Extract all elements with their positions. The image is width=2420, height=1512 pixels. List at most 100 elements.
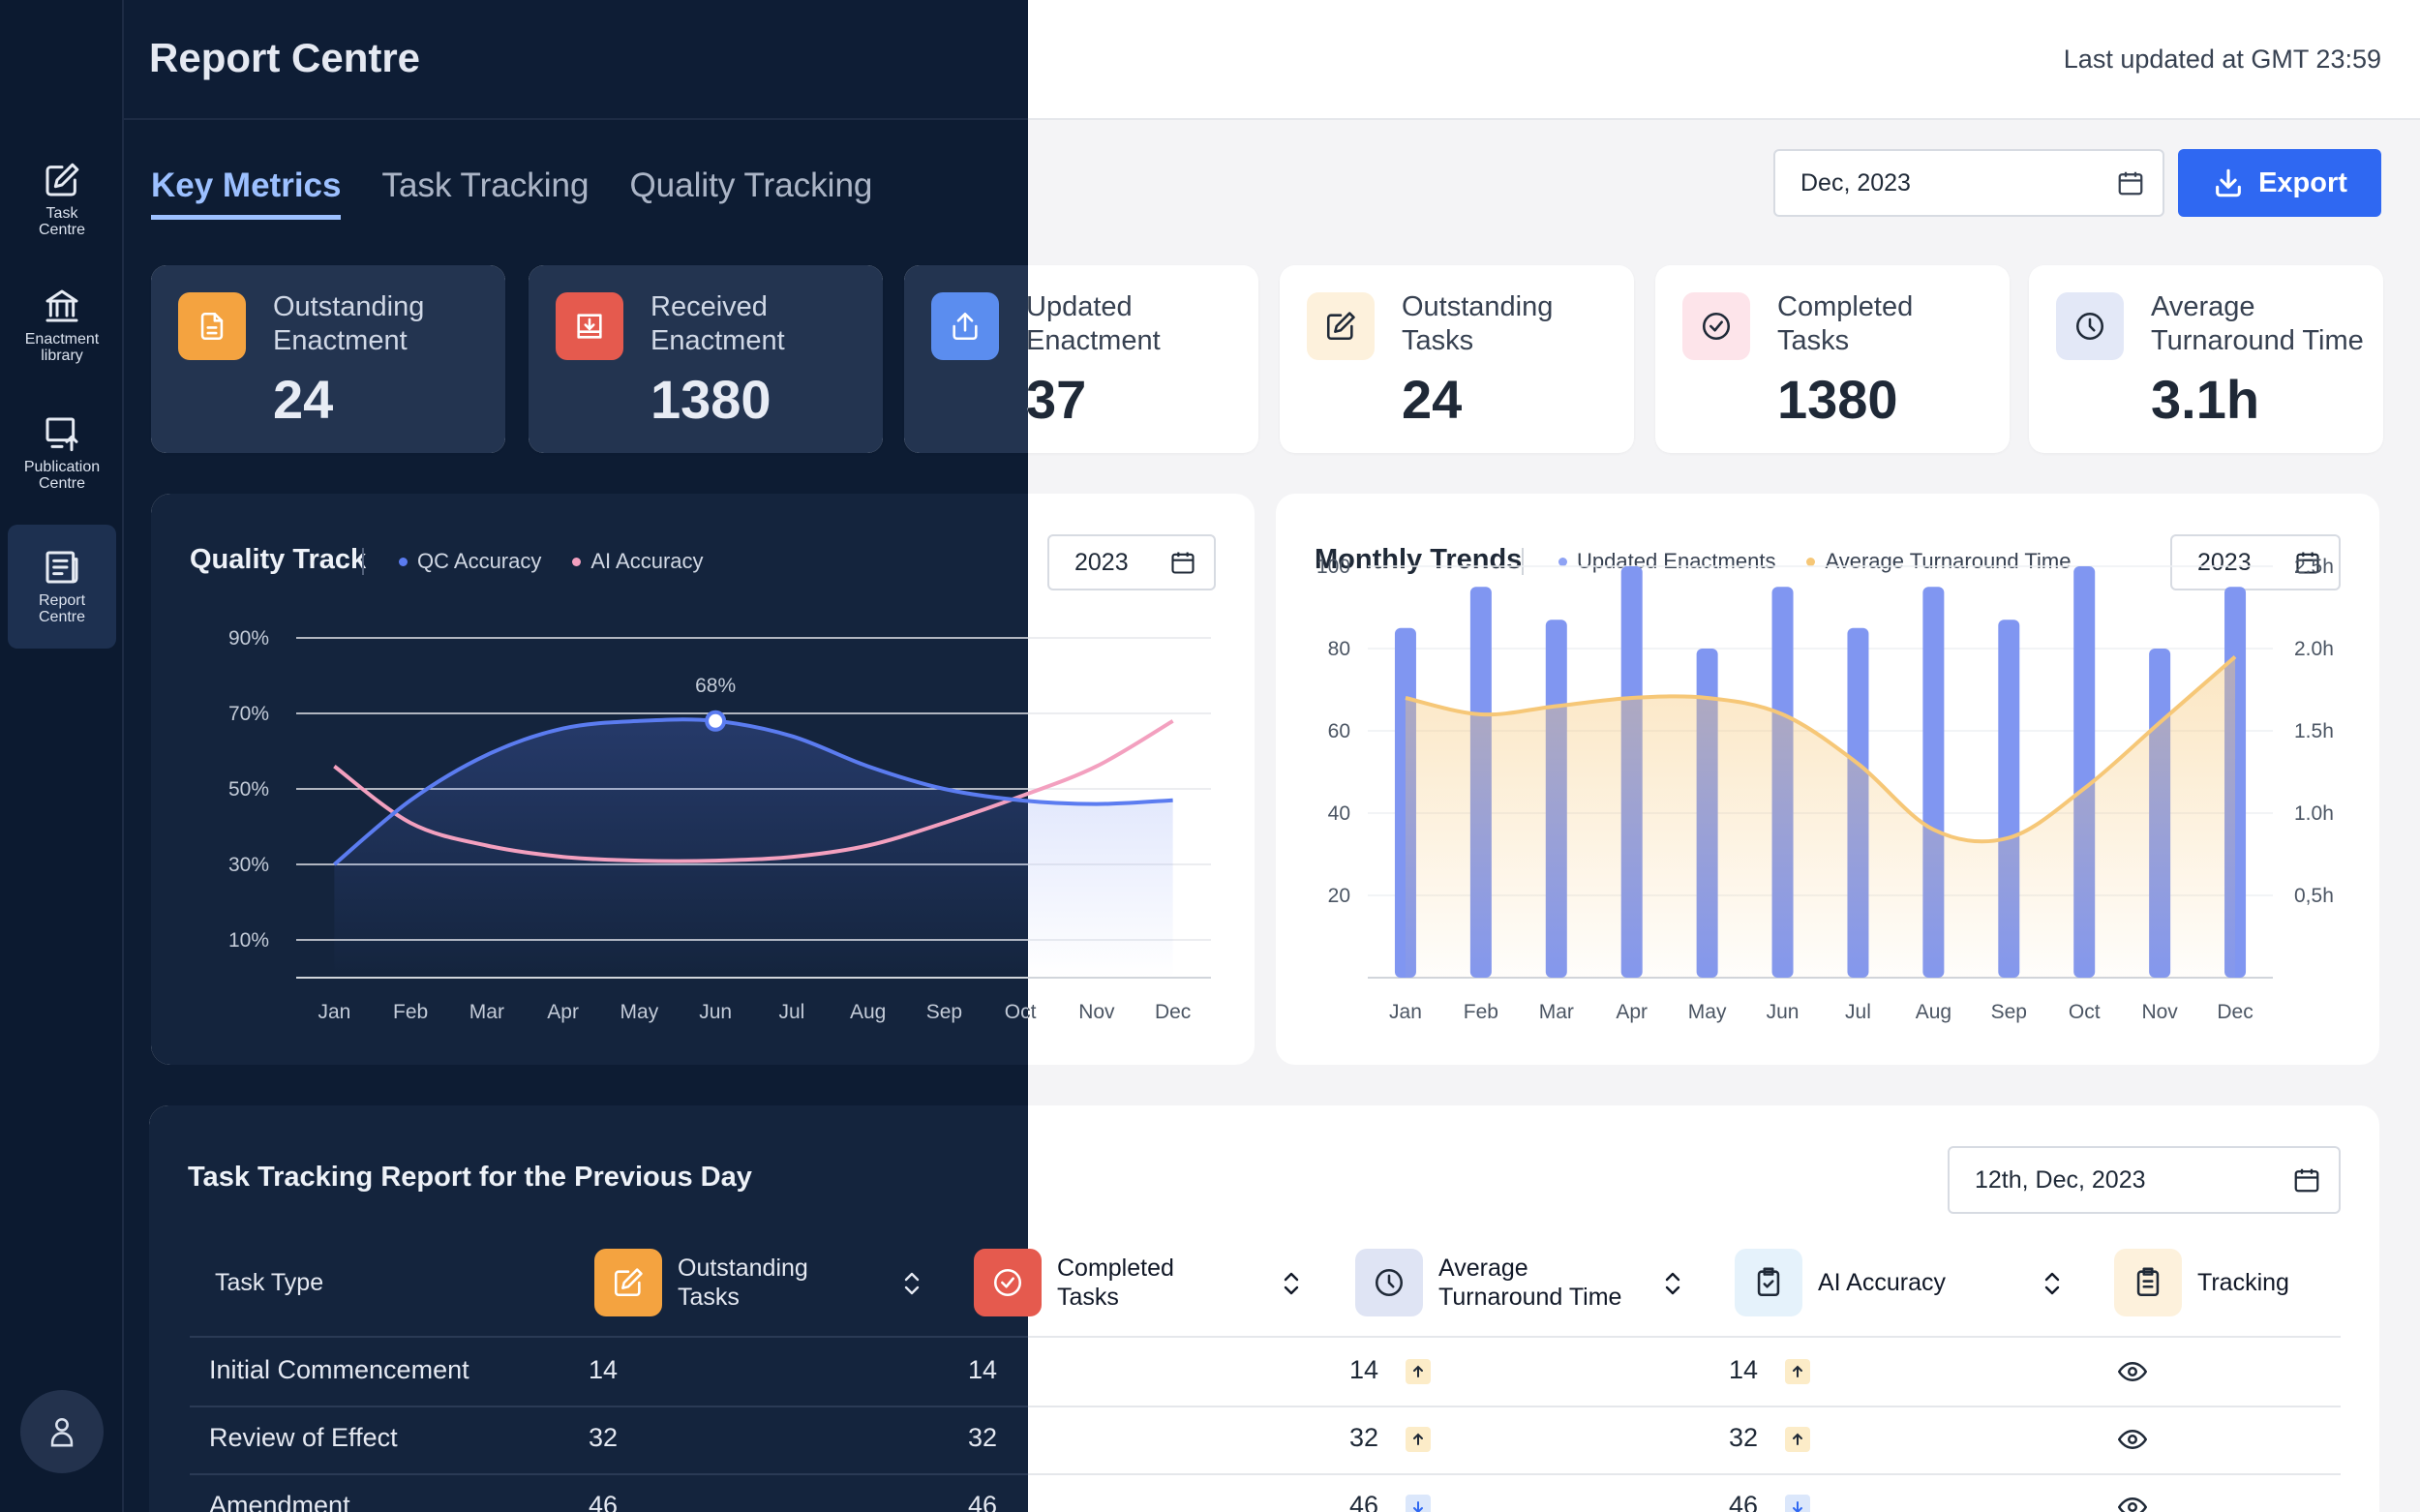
quality-year-picker[interactable]: 2023 [1047,534,1216,590]
column-header[interactable]: Task Type [190,1247,480,1318]
sidebar-item-report-centre[interactable]: Report Centre [8,525,116,649]
metric-icon [1307,292,1375,360]
y-right-tick-label: 2.0h [2294,638,2334,660]
task-report-title: Task Tracking Report for the Previous Da… [188,1162,752,1193]
metric-label: Outstanding Enactment [273,291,425,356]
y-tick-label: 90% [228,627,269,650]
column-header[interactable]: AI Accuracy [1735,1247,2064,1318]
x-tick-label: Oct [2069,1001,2101,1023]
eye-icon[interactable] [2118,1359,2147,1384]
check-circle-icon [993,1268,1022,1297]
metric-card[interactable]: Outstanding Enactment 24 [151,265,505,453]
cell-outstanding: 46 [589,1491,619,1512]
arrow-up-icon [1793,1365,1802,1377]
trends-year-picker[interactable]: 2023 [2170,534,2341,590]
metric-icon [178,292,246,360]
cell-task-type: Review of Effect [209,1423,398,1452]
monthly-trends-chart: 100 80 60 40 20 2.5h 2.0h 1.5h 1.0h 0,5h Jan Feb Mar… [1316,556,2334,1023]
month-picker[interactable]: Dec, 2023 [1773,149,2164,217]
year-value: 2023 [1074,548,1129,576]
metric-icon [931,292,999,360]
sidebar-item-label: Publication Centre [23,459,101,492]
metric-label: Completed Tasks [1777,291,1914,356]
metric-card[interactable]: Received Enactment 1380 [529,265,883,453]
column-label: Average Turnaround Time [1438,1255,1622,1311]
sidebar-item-enactment-library[interactable]: Enactment library [8,287,116,410]
download-icon [2216,168,2241,197]
tab-key-metrics[interactable]: Key Metrics [151,166,342,220]
x-tick-label: Sep [926,1001,962,1023]
column-header[interactable]: Outstanding Tasks [594,1247,923,1318]
row-divider [190,1406,2341,1407]
report-date-picker[interactable]: 12th, Dec, 2023 [1948,1146,2341,1214]
metric-label: Received Enactment [650,291,785,356]
tabs: Key Metrics Task Tracking Quality Tracki… [151,166,872,220]
sidebar-item-task-centre[interactable]: Task Centre [8,161,116,285]
sort-icon[interactable] [1280,1270,1303,1297]
cell-turnaround: 14 [1349,1355,1379,1384]
y-tick-label: 50% [228,778,269,801]
metric-value: 1380 [650,369,771,430]
qc-highlight-point[interactable] [705,710,727,732]
metric-card[interactable]: Outstanding Tasks 24 [1280,265,1634,453]
header-divider [190,1336,2341,1338]
sidebar-item-label: Report Centre [38,592,86,625]
y-right-tick-label: 0,5h [2294,885,2334,907]
metric-label: Average Turnaround Time [2151,291,2364,356]
x-tick-label: Jan [318,1001,350,1023]
monthly-trends-title: Monthly Trends [1315,544,1523,575]
metric-icon [2056,292,2124,360]
column-label: Task Type [215,1269,324,1296]
x-tick-label: Jan [1389,1001,1422,1023]
check-circle-icon [1702,312,1731,341]
tab-quality-tracking[interactable]: Quality Tracking [629,166,873,204]
column-icon [1735,1249,1802,1316]
eye-icon[interactable] [2118,1495,2147,1512]
export-button[interactable]: Export [2178,149,2381,217]
x-tick-label: Dec [2217,1001,2253,1023]
y-left-tick-label: 20 [1328,885,1350,907]
column-header[interactable]: Tracking [2114,1247,2346,1318]
arrow-up-icon [1413,1365,1423,1377]
sort-icon[interactable] [1661,1270,1684,1297]
column-label: Outstanding Tasks [678,1255,808,1311]
column-icon [594,1249,662,1316]
metric-value: 24 [273,369,334,430]
x-tick-label: Feb [1464,1001,1498,1023]
eye-icon[interactable] [2118,1427,2147,1452]
sidebar-item-publication-centre[interactable]: Publication Centre [8,414,116,538]
user-avatar[interactable] [20,1390,104,1473]
x-tick-label: Feb [393,1001,428,1023]
clipboard-check-icon [1757,1267,1780,1297]
y-right-tick-label: 2.5h [2294,556,2334,578]
document-icon [200,312,224,341]
publish-icon [45,417,78,452]
cell-completed: 46 [968,1491,998,1512]
legend-item-updated-enactments: Updated Enactments [1558,549,1775,574]
clipboard-list-icon [2136,1267,2160,1297]
sort-icon[interactable] [2041,1270,2064,1297]
x-tick-label: May [620,1001,659,1023]
x-tick-label: Sep [1991,1001,2027,1023]
cell-turnaround: 32 [1349,1423,1379,1452]
x-tick-label: Jun [1767,1001,1800,1023]
row-divider [190,1473,2341,1475]
metric-card[interactable]: Completed Tasks 1380 [1655,265,2010,453]
x-tick-label: Dec [1155,1001,1191,1023]
legend-label: Average Turnaround Time [1825,549,2072,573]
arrow-down-icon [1793,1501,1802,1512]
metric-card[interactable]: Average Turnaround Time 3.1h [2029,265,2383,453]
page-title: Report Centre [149,35,421,80]
y-left-tick-label: 100 [1316,556,1350,578]
calendar-icon [2296,552,2319,574]
cell-ai-accuracy: 32 [1729,1423,1759,1452]
sort-icon[interactable] [900,1270,923,1297]
tab-task-tracking[interactable]: Task Tracking [381,166,590,204]
cell-outstanding: 32 [589,1423,619,1452]
x-tick-label: Jul [778,1001,804,1023]
metric-icon [1682,292,1750,360]
x-tick-label: May [1688,1001,1727,1023]
column-header[interactable]: Average Turnaround Time [1355,1247,1684,1318]
export-label: Export [2258,166,2347,198]
x-tick-label: Aug [1916,1001,1951,1023]
